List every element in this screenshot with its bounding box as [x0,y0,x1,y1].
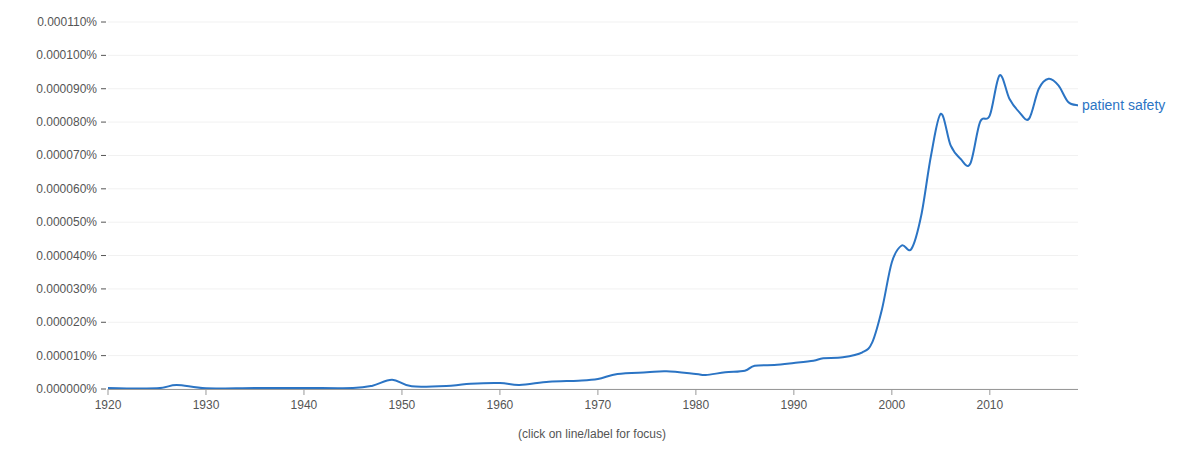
y-tick [101,55,106,56]
x-tick [499,389,500,395]
y-tick [101,255,106,256]
x-tick [205,389,206,395]
y-tick [101,389,106,390]
y-tick [101,22,106,23]
x-tick [891,389,892,395]
y-tick-label: 0.000050% [36,215,97,229]
x-tick [401,389,402,395]
y-tick [101,322,106,323]
grid-line [108,188,1078,189]
x-tick-label: 1980 [683,398,710,412]
series-labels: patient safety [1082,97,1165,113]
y-tick [101,288,106,289]
y-tick [101,355,106,356]
y-tick [101,222,106,223]
grid-line [108,222,1078,223]
y-tick-label: 0.000080% [36,115,97,129]
plot-area [108,75,1078,388]
y-tick-label: 0.000090% [36,82,97,96]
x-tick-label: 1930 [193,398,220,412]
y-axis: 0.000000% 0.000010% 0.000020% 0.000030% 0.00… [36,15,106,396]
y-tick-label: 0.000070% [36,148,97,162]
y-tick [101,155,106,156]
x-tick-label: 2010 [976,398,1003,412]
grid-line [108,255,1078,256]
x-tick [695,389,696,395]
series-line[interactable] [108,75,1078,388]
x-tick [597,389,598,395]
x-tick-label: 1940 [291,398,318,412]
x-axis-line [108,389,1078,390]
x-tick-label: 1950 [389,398,416,412]
y-tick [101,122,106,123]
y-tick-label: 0.000100% [36,48,97,62]
x-tick-label: 1960 [487,398,514,412]
grid-line [108,355,1078,356]
x-tick [793,389,794,395]
y-tick [101,188,106,189]
y-tick-label: 0.000110% [37,15,97,29]
y-tick [101,88,106,89]
grid-line [108,55,1078,56]
chart: 0.000000% 0.000010% 0.000020% 0.000030% 0.00… [0,0,1200,462]
grid-line [108,122,1078,123]
y-tick-label: 0.000040% [36,249,97,263]
y-tick-label: 0.000000% [36,382,97,396]
x-axis: 1920 1930 1940 1950 1960 1970 1980 1990 2000 2010 [95,389,1078,412]
y-tick-label: 0.000030% [36,282,97,296]
grid [108,22,1078,389]
x-tick-label: 1920 [95,398,122,412]
grid-line [108,22,1078,23]
y-tick-label: 0.000020% [36,315,97,329]
x-tick-label: 1970 [585,398,612,412]
x-tick-label: 2000 [878,398,905,412]
y-tick-label: 0.000010% [36,349,97,363]
grid-line [108,88,1078,89]
grid-line [108,288,1078,289]
series-label[interactable]: patient safety [1082,97,1165,113]
caption: (click on line/label for focus) [518,427,666,441]
y-tick-label: 0.000060% [36,182,97,196]
x-tick [989,389,990,395]
x-tick [108,389,109,395]
grid-line [108,322,1078,323]
grid-line [108,155,1078,156]
x-tick [303,389,304,395]
x-tick-label: 1990 [781,398,808,412]
